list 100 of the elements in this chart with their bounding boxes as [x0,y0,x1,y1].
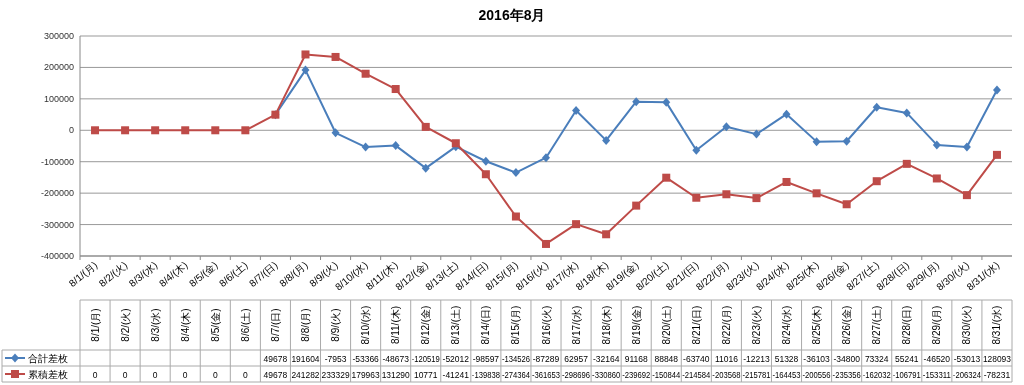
y-tick-label: -100000 [40,156,74,167]
data-label: 0 [152,369,158,380]
y-tick-label: 200000 [43,62,74,73]
point [782,177,791,186]
point [632,201,641,210]
point [542,153,550,163]
point [632,97,641,107]
category-label: 8/15/(月) [510,305,522,345]
point [992,150,1001,159]
category-label: 8/16/(火) [540,305,552,345]
category-label: 8/20/(土) [660,305,672,345]
data-label: -164453 [772,369,804,380]
category-label: 8/24/(水) [781,305,793,345]
category-label: 8/3/(水) [149,308,161,342]
point [542,239,550,248]
point [481,156,490,166]
category-label: 8/28/(日) [901,305,913,345]
category-label: 8/4/(木) [179,308,191,342]
data-label: 131290 [381,369,411,380]
data-label: -203568 [712,369,744,380]
data-label: 88848 [654,353,679,364]
point [812,189,821,198]
point [211,126,220,135]
point [842,136,851,146]
category-label: 8/22/(月) [720,305,732,345]
point [361,142,370,152]
category-label: 8/13/(土) [450,305,462,345]
data-label: -98597 [472,353,500,364]
point [962,142,971,152]
point [121,126,130,135]
data-label: -36103 [803,353,831,364]
data-label: 191604 [291,353,320,364]
data-label: 91168 [624,353,648,364]
y-tick-label: -300000 [40,219,74,230]
category-label: 8/14/(日) [480,305,492,345]
data-label: -235356 [832,369,864,380]
point [421,122,430,131]
legend-label: 合計差枚 [28,353,68,364]
category-label: 8/23/(火) [750,305,762,345]
category-label: 8/5/(金) [209,308,221,342]
chart-title: 2016年8月 [478,7,546,23]
data-label: 0 [212,369,218,380]
category-label: 8/7/(日) [269,308,281,342]
point [301,50,310,59]
point [992,85,1001,95]
category-label: 8/31/(水) [991,305,1003,345]
point [932,174,941,183]
point [752,129,761,139]
point [572,220,581,229]
point [932,140,941,150]
data-label: 55241 [894,353,919,364]
data-label: 128093 [982,353,1012,364]
data-label: -32164 [592,353,620,364]
category-label: 8/30/(火) [961,305,973,345]
point [511,212,520,221]
data-label: 73324 [864,353,889,364]
data-label: 0 [92,369,98,380]
y-tick-label: 100000 [43,93,74,104]
data-label: -200556 [802,369,834,380]
data-label: -63740 [683,353,710,364]
y-tick-label: 0 [68,125,74,136]
data-label: -34800 [833,353,861,364]
data-label: 51328 [774,353,799,364]
data-label: 49678 [263,369,288,380]
category-label: 8/17/(水) [570,305,582,345]
data-label: -87289 [532,353,560,364]
point [872,177,881,186]
category-label: 8/6/(土) [239,308,251,342]
data-label: -12213 [743,353,770,364]
category-label: 8/18/(木) [600,305,612,345]
point [241,126,250,135]
data-label: -46520 [923,353,951,364]
point [331,128,340,138]
point [511,168,520,178]
point [361,69,370,78]
y-tick-label: -400000 [40,251,74,261]
data-label: -41241 [442,369,470,380]
point [451,139,460,148]
data-label: -52012 [442,353,470,364]
point [692,145,701,155]
data-label: -7953 [324,353,347,364]
category-label: 8/29/(月) [931,305,943,345]
point [481,170,490,179]
point [602,135,611,145]
point [181,126,190,135]
point [752,194,761,203]
data-label: -215781 [742,369,774,380]
data-label: 0 [182,369,188,380]
category-label: 8/9/(火) [330,308,342,342]
category-label: 8/8/(月) [299,308,311,342]
data-label: -53013 [953,353,981,364]
data-label: 49678 [263,353,288,364]
data-label: 0 [242,369,248,380]
category-label: 8/21/(日) [690,305,702,345]
data-label: 62957 [564,353,589,364]
data-label: 179963 [351,369,380,380]
point [722,190,731,199]
y-tick-label: -200000 [40,188,74,199]
point [662,97,671,107]
point [391,141,400,151]
